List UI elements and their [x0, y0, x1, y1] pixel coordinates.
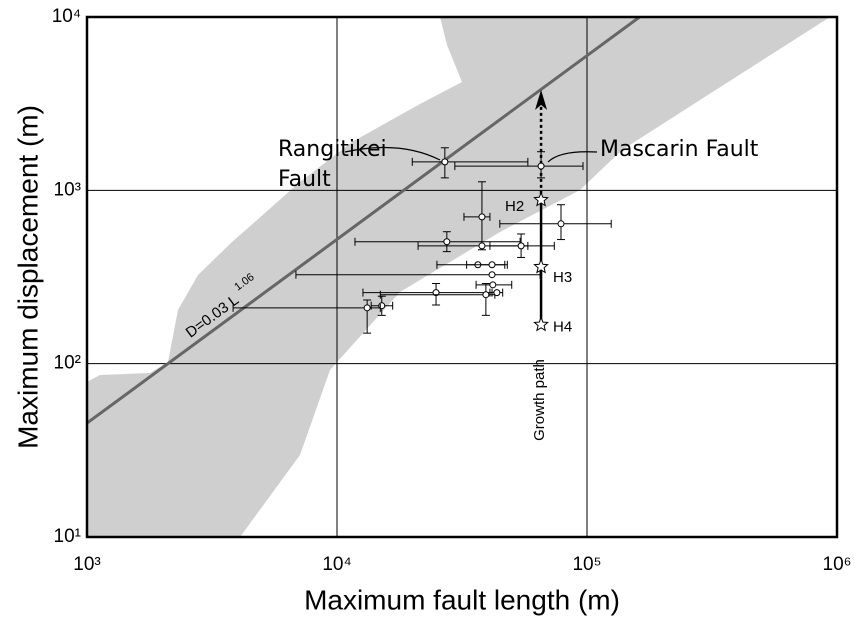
plot-frame: [85, 15, 839, 539]
x-axis-label: Maximum fault length (m): [304, 584, 620, 615]
x-tick-label: 10⁶: [823, 554, 852, 575]
data-point: [537, 162, 545, 170]
fit-line: [86, 15, 641, 425]
annotation: Rangitikei: [278, 137, 387, 162]
data-point: [432, 289, 440, 297]
x-tick-label: 10³: [73, 554, 100, 575]
star-marker: [533, 258, 549, 274]
annotation: Mascarin Fault: [600, 137, 759, 162]
y-tick-label: 10⁴: [52, 6, 81, 27]
data-point: [363, 304, 371, 312]
y-tick-label: 10²: [54, 353, 81, 374]
data-point: [488, 271, 496, 279]
star-marker: [533, 191, 549, 207]
star-label: H3: [553, 269, 572, 286]
y-tick-label: 10³: [54, 179, 81, 200]
x-tick-label: 10⁴: [322, 554, 351, 575]
data-point: [493, 289, 501, 297]
star-marker: [533, 316, 549, 332]
y-axis-label: Maximum displacement (m): [12, 105, 43, 449]
arrow-head: [535, 89, 548, 110]
data-point: [489, 281, 497, 289]
data-point: [443, 238, 451, 246]
data-point: [478, 213, 486, 221]
leader-line: [547, 151, 598, 163]
star-label: H2: [505, 198, 524, 215]
data-point: [441, 158, 449, 166]
y-tick-label: 10¹: [54, 526, 81, 547]
leader-line: [344, 146, 441, 161]
data-point: [482, 291, 490, 299]
data-point: [557, 220, 565, 228]
x-tick-label: 10⁵: [572, 554, 601, 575]
data-envelope: [87, 17, 830, 537]
star-label: H4: [553, 319, 572, 336]
growth-path-label: Growth path: [531, 359, 548, 441]
annotation: Fault: [278, 167, 331, 192]
data-point: [517, 242, 525, 250]
data-point: [478, 242, 486, 250]
data-point: [488, 261, 496, 269]
